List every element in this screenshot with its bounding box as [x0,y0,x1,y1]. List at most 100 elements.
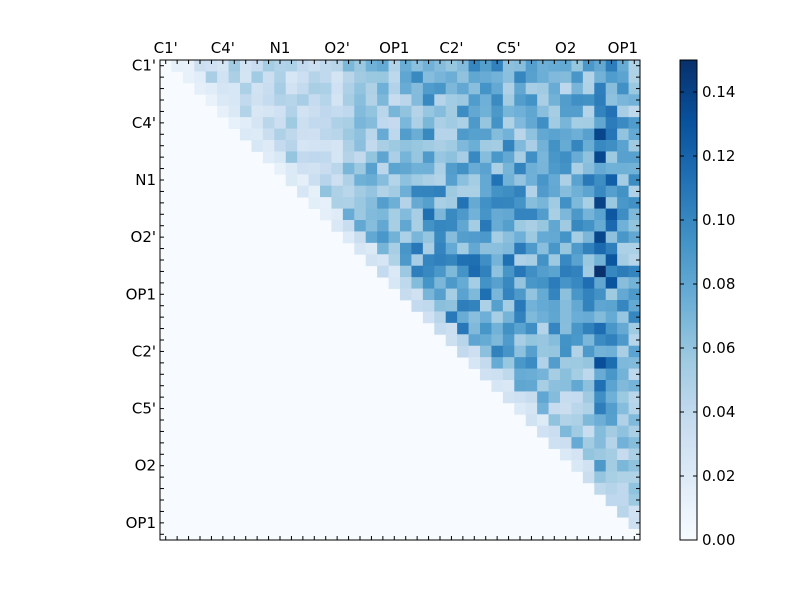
heatmap-cell [434,174,447,187]
heatmap-cell [228,117,241,129]
heatmap-cell [457,60,469,72]
heatmap-cell [537,128,549,141]
heatmap-cell [502,174,515,187]
heatmap-cell [571,60,584,72]
heatmap-cell [537,254,549,267]
heatmap-cell [480,311,492,324]
heatmap-cell [365,117,378,129]
heatmap-cell [354,105,367,118]
heatmap-cell [491,345,504,358]
heatmap-cell [331,140,344,152]
heatmap-cell [388,60,401,72]
heatmap-cell [594,208,607,221]
heatmap-cell [240,82,252,95]
heatmap-cell [582,300,595,312]
heatmap-cell [571,208,584,221]
heatmap-cell [502,391,515,404]
heatmap-cell [400,220,412,232]
heatmap-cell [411,220,424,232]
heatmap-cell [434,94,447,107]
heatmap-cell [605,311,618,324]
heatmap-cell [434,254,447,267]
heatmap-cell [480,71,492,84]
heatmap-cell [251,71,264,84]
heatmap-cell [320,71,332,84]
heatmap-cell [342,128,355,141]
heatmap-cell [274,94,287,107]
heatmap-cell [582,220,595,232]
heatmap-cell [514,231,527,244]
heatmap-cell [537,60,549,72]
heatmap-cell [400,254,412,267]
heatmap-cell [605,437,618,449]
heatmap-cell [411,140,424,152]
heatmap-cell [480,265,492,278]
heatmap-cell [537,174,549,187]
heatmap-cell [491,368,504,381]
heatmap-cell [582,151,595,164]
heatmap-cell [411,128,424,141]
heatmap-cell [571,448,584,461]
heatmap-cell [331,105,344,118]
heatmap-cell [468,277,481,289]
heatmap-cell [457,322,469,335]
heatmap-cell [525,402,538,415]
heatmap-cell [457,311,469,324]
heatmap-cell [560,265,572,278]
heatmap-cell [468,60,481,72]
heatmap-cell [594,140,607,152]
heatmap-cell [548,254,561,267]
heatmap-cell [400,105,412,118]
heatmap-cell [582,357,595,369]
heatmap-cell [400,277,412,289]
heatmap-cell [514,311,527,324]
heatmap-cell [548,71,561,84]
heatmap-cell [445,231,458,244]
heatmap-cell [617,60,629,72]
heatmap-cell [422,208,435,221]
heatmap-cell [331,208,344,221]
heatmap-cell [571,357,584,369]
heatmap-cell [457,231,469,244]
heatmap-cell [342,162,355,175]
heatmap-cell [537,277,549,289]
heatmap-cell [205,71,218,84]
heatmap-cell [628,322,641,335]
heatmap-cell [480,300,492,312]
heatmap-cell [400,174,412,187]
heatmap-cell [480,197,492,209]
heatmap-cell [388,71,401,84]
heatmap-cell [297,82,309,95]
heatmap-cell [411,105,424,118]
heatmap-cell [582,277,595,289]
heatmap-cell [320,208,332,221]
heatmap-cell [605,128,618,141]
heatmap-cell [457,254,469,267]
colorbar-tick-label: 0.04 [702,403,735,421]
heatmap-cell [537,357,549,369]
heatmap-cell [480,185,492,198]
heatmap-cell [365,162,378,175]
heatmap-cell [491,174,504,187]
heatmap-cell [411,162,424,175]
heatmap-cell [285,151,298,164]
heatmap-cell [365,60,378,72]
heatmap-cell [628,140,641,152]
heatmap-cell [514,117,527,129]
heatmap-cell [617,220,629,232]
heatmap-cell [594,391,607,404]
heatmap-cell [480,117,492,129]
heatmap-cell [308,128,321,141]
heatmap-cell [480,140,492,152]
heatmap-cell [400,242,412,255]
heatmap-cell [491,220,504,232]
y-tick-label: C2' [132,342,156,360]
heatmap-cell [342,174,355,187]
heatmap-cell [434,128,447,141]
heatmap-cell [548,357,561,369]
heatmap-cell [457,151,469,164]
heatmap-cell [548,402,561,415]
heatmap-cell [320,197,332,209]
heatmap-cell [560,117,572,129]
heatmap-cell [525,254,538,267]
